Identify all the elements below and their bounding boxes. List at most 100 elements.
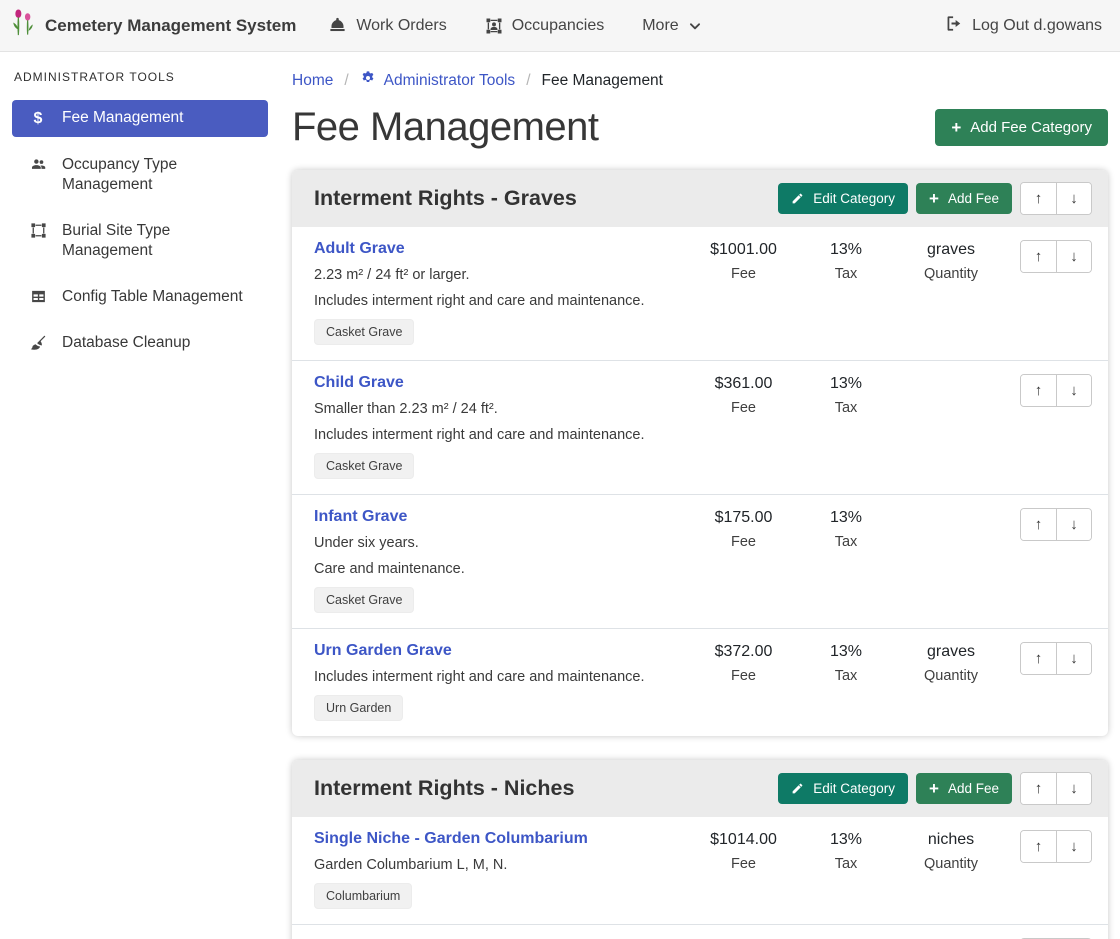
quantity-unit: niches xyxy=(927,831,975,848)
category-title: Interment Rights - Niches xyxy=(314,776,575,800)
quantity-unit: graves xyxy=(926,643,976,660)
move-fee-down-button[interactable]: ↓ xyxy=(1056,509,1091,540)
sidebar-item-burial-site-type-management[interactable]: Burial Site Type Management xyxy=(12,213,268,269)
fee-amount: $1014.00 xyxy=(710,831,777,848)
vector-square-icon xyxy=(28,222,48,239)
move-category-down-button[interactable]: ↓ xyxy=(1056,773,1091,804)
add-fee-button[interactable]: + Add Fee xyxy=(916,183,1012,214)
quantity-unit: graves xyxy=(926,241,976,258)
nav-link-occupancies[interactable]: Occupancies xyxy=(485,17,604,35)
fee-label: Fee xyxy=(731,400,756,416)
fee-row: Adult Grave 2.23 m² / 24 ft² or larger. I… xyxy=(292,227,1108,360)
fee-reorder-group: ↑ ↓ xyxy=(1020,508,1092,541)
fee-name-link[interactable]: Single Niche - Garden Columbarium xyxy=(314,830,588,847)
tax-label: Tax xyxy=(834,534,858,550)
fee-name-link[interactable]: Urn Garden Grave xyxy=(314,642,452,659)
edit-category-button[interactable]: Edit Category xyxy=(778,183,909,214)
main-nav: Work Orders Occupancies More xyxy=(328,16,701,35)
category-header: Interment Rights - Niches Edit Category … xyxy=(292,760,1108,817)
fee-amount: $361.00 xyxy=(714,375,773,392)
move-fee-up-button[interactable]: ↑ xyxy=(1021,375,1056,406)
tax-value: 13% xyxy=(829,241,863,258)
move-fee-down-button[interactable]: ↓ xyxy=(1056,831,1091,862)
breadcrumb-admin-tools-link[interactable]: Administrator Tools xyxy=(360,70,516,91)
fee-reorder-group: ↑ ↓ xyxy=(1020,830,1092,863)
move-fee-up-button[interactable]: ↑ xyxy=(1021,509,1056,540)
fee-description: Under six years. xyxy=(314,535,419,551)
tax-value: 13% xyxy=(829,509,863,526)
broom-icon xyxy=(28,334,48,352)
add-fee-category-button[interactable]: + Add Fee Category xyxy=(935,109,1108,146)
fee-description: Garden Columbarium L, M, N. xyxy=(314,857,508,873)
add-fee-category-label: Add Fee Category xyxy=(970,119,1092,136)
fee-name-link[interactable]: Infant Grave xyxy=(314,508,408,525)
fee-description: Includes interment right and care and ma… xyxy=(314,293,645,309)
move-category-up-button[interactable]: ↑ xyxy=(1021,183,1056,214)
nav-link-work-orders[interactable]: Work Orders xyxy=(328,16,447,35)
fee-tag: Casket Grave xyxy=(314,453,415,479)
move-fee-down-button[interactable]: ↓ xyxy=(1056,643,1091,674)
breadcrumb-separator: / xyxy=(526,71,531,89)
fee-description: 2.23 m² / 24 ft² or larger. xyxy=(314,267,470,283)
fee-reorder-group: ↑ ↓ xyxy=(1020,642,1092,675)
nav-link-more[interactable]: More xyxy=(642,17,701,35)
sidebar-item-occupancy-type-management[interactable]: Occupancy Type Management xyxy=(12,147,268,203)
move-fee-down-button[interactable]: ↓ xyxy=(1056,241,1091,272)
category-header: Interment Rights - Graves Edit Category … xyxy=(292,170,1108,227)
top-navbar: Cemetery Management System Work Orders O… xyxy=(0,0,1120,52)
plus-icon: + xyxy=(929,189,939,208)
fee-label: Fee xyxy=(731,856,756,872)
table-icon xyxy=(28,288,48,305)
breadcrumb-current: Fee Management xyxy=(541,71,664,89)
tax-label: Tax xyxy=(834,266,858,282)
tax-value: 13% xyxy=(829,375,863,392)
breadcrumb-home-link[interactable]: Home xyxy=(292,71,334,89)
move-fee-up-button[interactable]: ↑ xyxy=(1021,643,1056,674)
fee-row: Infant Grave Under six years. Care and ma… xyxy=(292,494,1108,628)
fee-category-card: Interment Rights - Graves Edit Category … xyxy=(292,170,1108,736)
category-title: Interment Rights - Graves xyxy=(314,186,577,210)
fee-category-card: Interment Rights - Niches Edit Category … xyxy=(292,760,1108,939)
sidebar-item-config-table-management[interactable]: Config Table Management xyxy=(12,279,268,315)
main-content: Home / Administrator Tools / Fee Managem… xyxy=(280,52,1120,939)
fee-amount: $372.00 xyxy=(714,643,773,660)
category-reorder-group: ↑ ↓ xyxy=(1020,772,1092,805)
move-fee-up-button[interactable]: ↑ xyxy=(1021,831,1056,862)
edit-category-button[interactable]: Edit Category xyxy=(778,773,909,804)
fee-name-link[interactable]: Child Grave xyxy=(314,374,404,391)
fee-tag: Casket Grave xyxy=(314,319,415,345)
move-fee-down-button[interactable]: ↓ xyxy=(1056,375,1091,406)
plus-icon: + xyxy=(951,118,962,137)
fee-name-link[interactable]: Adult Grave xyxy=(314,240,405,257)
quantity-label: Quantity xyxy=(924,856,978,872)
tax-label: Tax xyxy=(834,400,858,416)
logout-icon xyxy=(944,14,963,38)
fee-amount: $175.00 xyxy=(714,509,773,526)
fee-description: Smaller than 2.23 m² / 24 ft². xyxy=(314,401,498,417)
add-fee-button[interactable]: + Add Fee xyxy=(916,773,1012,804)
users-icon xyxy=(28,156,48,173)
fee-description: Care and maintenance. xyxy=(314,561,465,577)
plus-icon: + xyxy=(929,779,939,798)
move-category-down-button[interactable]: ↓ xyxy=(1056,183,1091,214)
app-title: Cemetery Management System xyxy=(45,15,297,35)
fee-tag: Urn Garden xyxy=(314,695,404,721)
logout-button[interactable]: Log Out d.gowans xyxy=(944,14,1102,38)
fee-label: Fee xyxy=(731,668,756,684)
hard-hat-icon xyxy=(328,16,347,35)
logout-label: Log Out d.gowans xyxy=(972,16,1102,34)
sidebar: ADMINISTRATOR TOOLS $ Fee Management Occ… xyxy=(0,52,280,939)
sidebar-item-database-cleanup[interactable]: Database Cleanup xyxy=(12,325,268,361)
app-brand: Cemetery Management System xyxy=(10,8,296,43)
move-category-up-button[interactable]: ↑ xyxy=(1021,773,1056,804)
breadcrumb-admin-tools-label: Administrator Tools xyxy=(383,71,516,89)
chevron-down-icon xyxy=(688,19,702,33)
dollar-icon: $ xyxy=(33,110,43,127)
fee-label: Fee xyxy=(731,266,756,282)
tax-value: 13% xyxy=(829,831,863,848)
fee-reorder-group: ↑ ↓ xyxy=(1020,240,1092,273)
move-fee-up-button[interactable]: ↑ xyxy=(1021,241,1056,272)
fee-tag: Casket Grave xyxy=(314,587,415,613)
sidebar-item-fee-management[interactable]: $ Fee Management xyxy=(12,100,268,137)
quantity-label: Quantity xyxy=(924,266,978,282)
